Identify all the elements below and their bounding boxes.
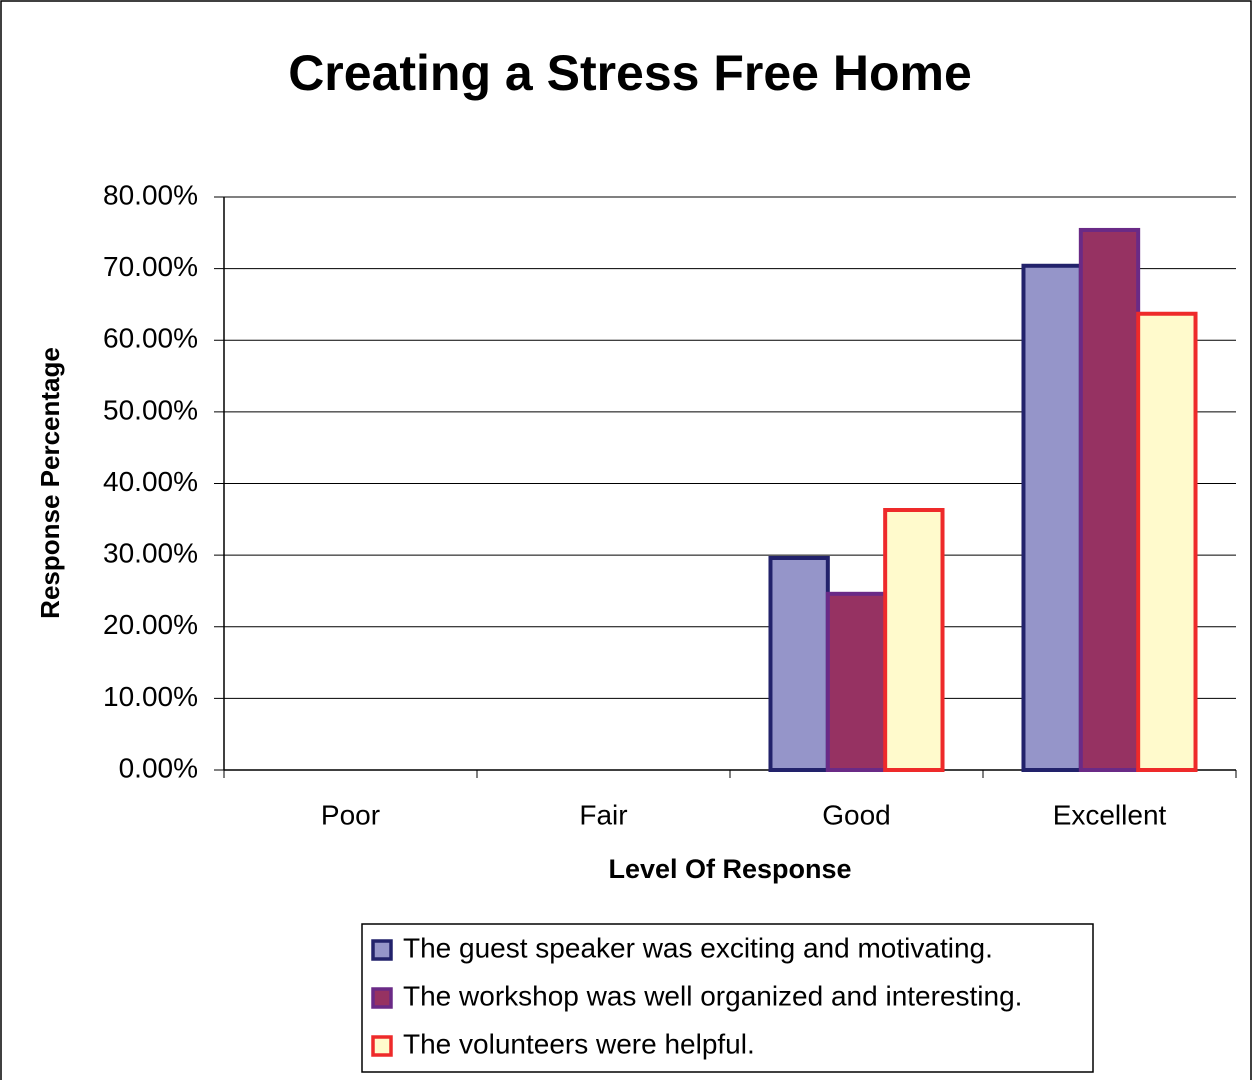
bar — [1078, 227, 1141, 772]
y-tick-label: 20.00% — [103, 609, 198, 640]
y-tick-label: 60.00% — [103, 323, 198, 354]
legend-label: The volunteers were helpful. — [403, 1028, 755, 1059]
bar — [768, 555, 830, 772]
y-tick-label: 70.00% — [103, 251, 198, 282]
bar — [883, 508, 945, 772]
bar — [1136, 311, 1198, 772]
y-tick-label: 10.00% — [103, 681, 198, 712]
bar — [825, 591, 888, 772]
x-tick-label: Good — [822, 799, 891, 830]
y-tick-label: 50.00% — [103, 394, 198, 425]
y-tick-label: 0.00% — [119, 752, 198, 783]
x-tick-label: Fair — [579, 799, 627, 830]
x-tick-label: Excellent — [1053, 799, 1167, 830]
x-tick-label: Poor — [321, 799, 380, 830]
legend-label: The guest speaker was exciting and motiv… — [403, 932, 993, 963]
legend-label: The workshop was well organized and inte… — [403, 980, 1022, 1011]
chart-title: Creating a Stress Free Home — [288, 45, 972, 101]
y-axis-title: Response Percentage — [35, 347, 65, 619]
bar — [1021, 263, 1083, 772]
y-tick-label: 40.00% — [103, 466, 198, 497]
x-axis-title: Level Of Response — [608, 854, 851, 884]
legend-box — [361, 923, 1094, 1073]
legend-swatch — [371, 1035, 393, 1057]
legend-swatch — [371, 987, 393, 1009]
legend-swatch — [371, 939, 393, 961]
y-tick-label: 80.00% — [103, 179, 198, 210]
y-tick-label: 30.00% — [103, 538, 198, 569]
